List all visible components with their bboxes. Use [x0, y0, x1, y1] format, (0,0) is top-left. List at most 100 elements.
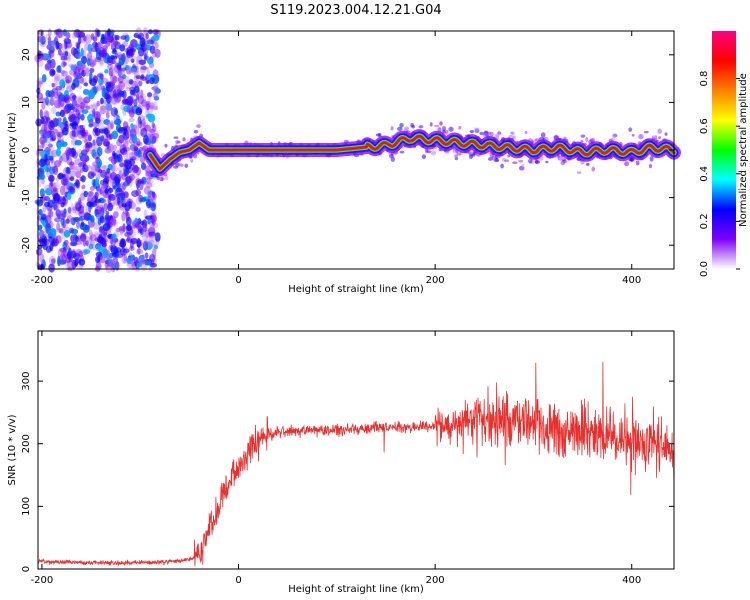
spectrogram-cell	[54, 159, 62, 168]
spectrogram-cell	[133, 85, 140, 93]
spectrogram-cell	[83, 212, 92, 221]
spectrogram-cell	[149, 45, 156, 54]
spectrogram-cell	[59, 155, 63, 164]
spectrogram-cell	[143, 103, 151, 111]
spectrogram-cell	[112, 144, 118, 152]
spectrogram-cell	[136, 141, 143, 146]
spectrogram-cell	[99, 46, 105, 56]
spectrogram-cell	[41, 101, 46, 110]
spectrogram-cell	[431, 150, 437, 156]
spectrogram-cell	[64, 30, 70, 39]
spectrogram-cell	[50, 179, 54, 187]
spectrogram-cell	[104, 69, 109, 74]
spectrogram-cell	[97, 84, 102, 92]
x-tick-label: 200	[426, 275, 445, 286]
spectrogram-cell	[44, 215, 52, 225]
spectrogram-cell	[142, 239, 150, 249]
spectrogram-cell	[54, 28, 61, 36]
spectrogram-cell	[70, 64, 75, 71]
spectrogram-cell	[454, 154, 458, 158]
spectrogram-cell	[94, 206, 103, 215]
spectrogram-cell	[102, 164, 108, 171]
spectrogram-cell	[95, 113, 99, 123]
spectrogram-cell	[624, 161, 630, 167]
spectrogram-cell	[69, 170, 77, 178]
spectrogram-cell	[102, 223, 111, 232]
spectrogram-cell	[441, 126, 447, 132]
spectrogram-cell	[63, 208, 67, 215]
spectrogram-cell	[130, 68, 137, 74]
y-tick-label: 10	[21, 96, 32, 109]
spectrogram-cell	[135, 249, 144, 255]
spectrogram-cell	[74, 53, 80, 59]
spectrogram-cell	[100, 185, 106, 196]
spectrogram-cell	[110, 238, 116, 247]
spectrogram-cell	[76, 149, 83, 156]
spectrogram-cell	[78, 95, 83, 103]
spectrogram-cell	[518, 165, 525, 171]
spectrogram-cell	[104, 261, 109, 269]
spectrogram-cell	[39, 136, 47, 145]
spectrogram-cell	[80, 131, 89, 137]
spectrogram-cell	[140, 162, 147, 171]
colorbar-tick-label: 0.8	[699, 71, 710, 87]
spectrogram-cell	[99, 73, 104, 80]
spectrogram-cell	[175, 140, 179, 145]
spectrogram-cell	[51, 258, 56, 264]
spectrogram-cell	[63, 183, 69, 193]
spectrogram-cell	[135, 166, 141, 176]
spectrogram-cell	[121, 67, 127, 72]
spectrogram-cell	[128, 200, 133, 209]
spectrogram-cell	[150, 129, 159, 138]
y-tick-label: 0	[21, 147, 32, 153]
spectrogram-cell	[74, 158, 82, 166]
spectrogram-cell	[67, 186, 74, 191]
spectrogram-cell	[44, 184, 52, 192]
spectrogram-cell	[91, 149, 97, 158]
spectrogram-cell	[491, 155, 497, 161]
spectrogram-cell	[53, 235, 59, 241]
spectrogram-cell	[149, 105, 155, 110]
x-tick-label: 400	[622, 275, 641, 286]
spectrogram-cell	[397, 126, 403, 131]
spectrogram-cell	[56, 222, 61, 231]
spectrogram-cell	[140, 66, 148, 71]
spectrogram-cell	[108, 143, 113, 150]
spectrogram-cell	[81, 221, 85, 227]
spectrogram-cell	[468, 153, 474, 160]
spectrogram-cell	[95, 256, 101, 264]
spectrogram-cell	[84, 68, 91, 77]
spectrogram-cell	[585, 162, 590, 166]
spectrogram-cell	[62, 218, 66, 229]
spectrogram-cell	[59, 79, 66, 88]
spectrogram-cell	[88, 104, 94, 109]
spectrogram-cell	[88, 194, 96, 203]
spectrogram-cell	[118, 226, 125, 232]
spectrogram-cell	[117, 51, 122, 57]
spectrogram-cell	[147, 92, 153, 98]
spectrogram-cell	[56, 131, 64, 138]
spectrogram-cell	[429, 122, 433, 127]
spectrogram-cell	[91, 195, 97, 204]
spectrogram-cell	[81, 155, 87, 165]
spectrogram-cell	[151, 248, 157, 258]
spectrogram-cell	[83, 96, 91, 104]
spectrogram-cell	[153, 244, 158, 250]
spectrogram-cell	[87, 119, 94, 124]
spectrogram-cell	[138, 80, 143, 87]
spectrogram-cell	[124, 139, 129, 148]
spectrogram-cell	[97, 71, 104, 80]
spectrogram-cell	[113, 63, 118, 73]
spectrogram-cell	[448, 126, 454, 132]
spectrogram-cell	[138, 255, 145, 262]
spectrogram-cell	[479, 131, 485, 136]
spectrogram-cell	[504, 159, 510, 163]
spectrogram-cell	[143, 134, 149, 145]
spectrogram-cell	[153, 106, 158, 111]
spectrogram-cell	[57, 65, 62, 74]
spectrogram-cell	[39, 253, 45, 264]
spectrogram-cell	[60, 56, 68, 61]
spectrogram-cell	[132, 63, 136, 69]
spectrogram-cell	[105, 250, 109, 261]
spectrogram-cell	[44, 196, 51, 202]
